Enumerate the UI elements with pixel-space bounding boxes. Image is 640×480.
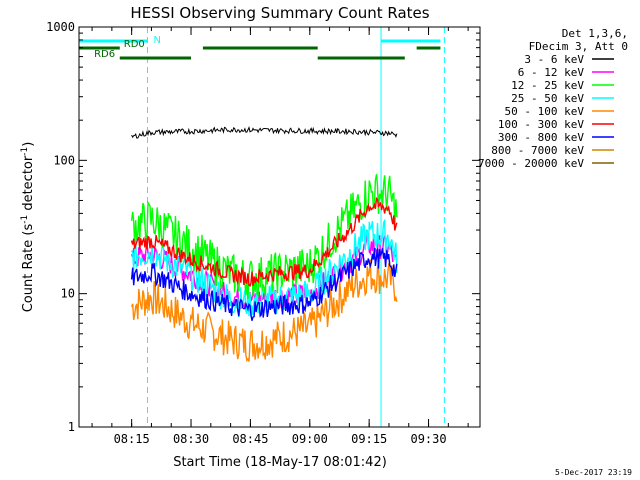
y-axis-label: Count Rate (s-1 detector-1) [20, 142, 36, 313]
series-line-50-100-kev [130, 259, 398, 363]
legend-item-label-7: 800 - 7000 keV [491, 144, 584, 157]
chart-title: HESSI Observing Summary Count Rates [130, 4, 429, 22]
x-tick-label-4: 09:15 [351, 432, 387, 446]
plot-frame [78, 26, 481, 428]
y-tick-label-3: 1000 [46, 20, 75, 34]
legend-header-line-2: FDecim 3, Att 0 [529, 40, 628, 53]
y-tick-label-0: 1 [68, 420, 75, 434]
legend-item-label-6: 300 - 800 keV [498, 131, 584, 144]
x-tick-label-1: 08:30 [173, 432, 209, 446]
legend-item-label-8: 7000 - 20000 keV [478, 157, 584, 170]
x-tick-label-3: 09:00 [292, 432, 328, 446]
y-axis-ticks: 1 10 100 1000 [46, 20, 480, 434]
count-rate-series [130, 125, 398, 363]
x-tick-label-0: 08:15 [114, 432, 150, 446]
legend-item-label-0: 3 - 6 keV [524, 53, 584, 66]
series-line-12-25-kev [130, 174, 398, 299]
observing-flags: N RD0 RD6 [79, 35, 441, 60]
flag-n-label: N [153, 35, 160, 46]
legend-header-line-1: Det 1,3,6, [562, 27, 628, 40]
y-tick-label-2: 100 [53, 153, 75, 167]
series-line-100-300-kev [130, 196, 398, 288]
x-axis-label: Start Time (18-May-17 08:01:42) [173, 455, 387, 470]
series-line-300-800-kev [130, 247, 398, 321]
legend-item-label-5: 100 - 300 keV [498, 118, 584, 131]
legend-item-label-2: 12 - 25 keV [511, 79, 584, 92]
x-tick-label-5: 09:30 [410, 432, 446, 446]
footer-timestamp: 5-Dec-2017 23:19 [555, 468, 632, 477]
legend-item-label-4: 50 - 100 keV [505, 105, 585, 118]
x-axis-ticks: 08:15 08:30 08:45 09:00 09:15 09:30 [91, 27, 469, 446]
series-line-3-6-kev [131, 125, 398, 139]
x-tick-label-2: 08:45 [232, 432, 268, 446]
flag-rd6-label: RD6 [94, 49, 115, 60]
flag-rd0-label: RD0 [124, 39, 145, 50]
legend-item-label-3: 25 - 50 keV [511, 92, 584, 105]
legend-item-label-1: 6 - 12 keV [518, 66, 585, 79]
y-tick-label-1: 10 [61, 287, 75, 301]
